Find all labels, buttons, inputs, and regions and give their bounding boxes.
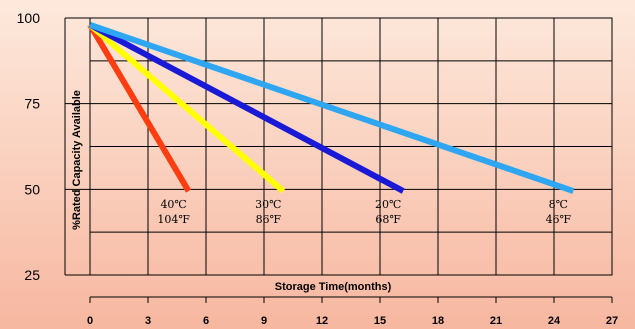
x-tick-label: 6 [203,315,209,327]
x-tick-label: 21 [490,315,502,327]
x-tick-label: 18 [432,315,444,327]
y-tick-label: 75 [24,96,40,112]
series-line-1 [88,22,286,194]
series-label-1-line-1: 86℉ [256,213,282,226]
plot-frame [89,17,613,276]
series-label-2-line-0: 20℃ [375,198,401,211]
series-label-3-line-0: 8℃ [549,198,568,211]
x-tick-label: 15 [374,315,386,327]
y-axis-title: %Rated Capacity Available [71,90,83,230]
series-line-0 [87,23,192,193]
y-tick-label: 100 [17,10,41,26]
series-line-2 [88,22,405,194]
x-tick-label: 0 [87,315,93,327]
x-tick-label: 3 [145,315,151,327]
series-label-1-line-0: 30℃ [255,198,281,211]
series-label-0-line-1: 104℉ [157,213,190,226]
y-tick-label: 25 [24,267,40,283]
x-tick-label: 24 [548,315,561,327]
series-label-0-line-0: 40℃ [160,198,186,211]
series-line-3 [89,22,575,194]
x-tick-label: 9 [261,315,267,327]
x-tick-label: 12 [316,315,328,327]
series-label-2-line-1: 68℉ [375,213,401,226]
x-axis-title: Storage Time(months) [275,281,392,293]
series-label-3-line-1: 46℉ [546,213,572,226]
x-tick-label: 27 [606,315,618,327]
y-tick-label: 50 [24,181,40,197]
